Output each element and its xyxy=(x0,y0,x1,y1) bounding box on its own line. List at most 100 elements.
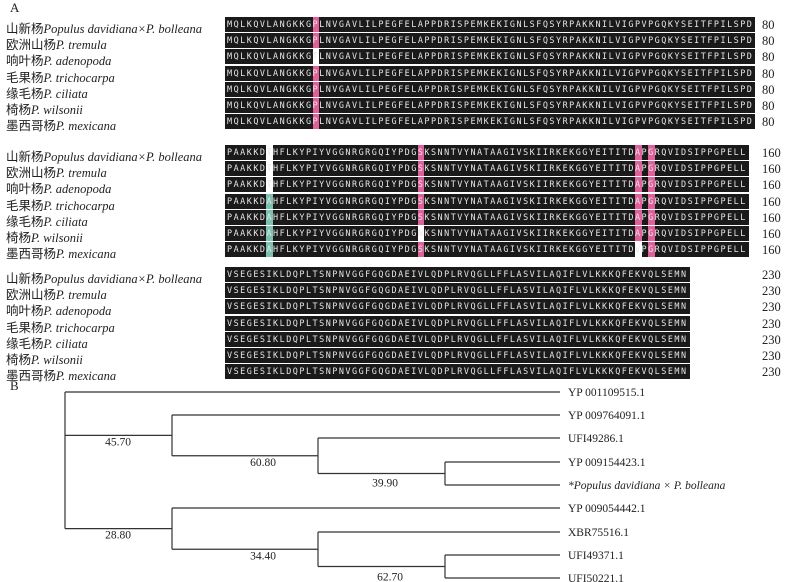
tree-leaf-label: XBR75516.1 xyxy=(568,527,629,539)
residue-highlight xyxy=(634,177,642,193)
sequence-background xyxy=(225,33,756,49)
alignment-row: 山新杨Populus davidiana×P. bolleana MQLKQVLA… xyxy=(0,17,800,36)
tree-leaf-label: YP 009054442.1 xyxy=(568,503,646,515)
sequence-background xyxy=(225,98,756,113)
sequence-background xyxy=(225,177,749,193)
position-number: 160 xyxy=(762,194,781,209)
sequence-background xyxy=(225,193,749,209)
alignment-row: 椅杨P. wilsonii PAAKKDAHFLKYPIYVGGNRGRGQIYP… xyxy=(0,226,800,245)
sequence-text: VSEGESIKLDQPLTSNPNVGGFGQGDAEIVLQDPLRVQGL… xyxy=(227,269,688,279)
residue-highlight xyxy=(417,242,425,258)
residue-highlight xyxy=(648,226,655,241)
sequence-background xyxy=(225,65,756,81)
position-number: 230 xyxy=(762,316,781,331)
residue-highlight xyxy=(634,209,642,225)
position-number: 160 xyxy=(762,210,781,225)
tree-leaf-label: YP 009154423.1 xyxy=(568,457,646,469)
alignment-row: 欧洲山杨P. tremula MQLKQVLANGKKGPLNVGAVLILPEG… xyxy=(0,33,800,52)
tree-leaf-label: UFI49371.1 xyxy=(568,550,624,562)
residue-highlight xyxy=(648,145,655,160)
sequence-text: VSEGESIKLDQPLTSNPNVGGFGQGDAEIVLQDPLRVQGL… xyxy=(227,301,688,312)
residue-highlight xyxy=(312,114,320,130)
position-number: 80 xyxy=(762,34,775,49)
tree-leaf-label: *Populus davidiana × P. bolleana xyxy=(568,480,726,492)
position-number: 160 xyxy=(762,146,781,160)
residue-highlight xyxy=(266,226,274,241)
panel-b-label: B xyxy=(10,378,19,393)
residue-highlight xyxy=(266,177,274,193)
sequence-text: VSEGESIKLDQPLTSNPNVGGFGQGDAEIVLQDPLRVQGL… xyxy=(227,285,688,296)
residue-highlight xyxy=(634,226,642,241)
alignment-row: 欧洲山杨P. tremula VSEGESIKLDQPLTSNPNVGGFGQGD… xyxy=(0,283,800,302)
species-label: 椅杨P. wilsonii xyxy=(6,353,83,367)
position-number: 230 xyxy=(762,268,781,282)
sequence-background xyxy=(225,114,756,130)
species-label: 响叶杨P. adenopoda xyxy=(6,54,112,69)
sequence-background xyxy=(225,299,690,315)
tree-leaf-label: YP 009764091.1 xyxy=(568,410,646,422)
tree-leaf-label: UFI50221.1 xyxy=(568,573,624,582)
position-number: 160 xyxy=(762,162,781,177)
sequence-background xyxy=(225,81,756,97)
sequence-text: MQLKQVLANGKKGPLNVGAVLILPEGFELAPPDRISPEMK… xyxy=(227,35,754,46)
sequence-background xyxy=(225,49,756,65)
species-label: 缘毛杨P. ciliata xyxy=(6,86,88,101)
position-number: 80 xyxy=(762,115,775,130)
position-number: 160 xyxy=(762,227,781,241)
position-number: 80 xyxy=(762,82,775,97)
residue-highlight xyxy=(312,33,320,49)
residue-highlight xyxy=(417,209,425,225)
position-number: 80 xyxy=(762,99,775,113)
alignment-row: 欧洲山杨P. tremula PAAKKDTHFLKYPIYVGGNRGRGQIY… xyxy=(0,161,800,180)
phylogenetic-tree: YP 001109515.1 YP 009764091.1 UFI49286.1 YP… xyxy=(64,387,726,582)
species-label: 山新杨Populus davidiana×P. bolleana xyxy=(6,22,203,36)
position-number: 160 xyxy=(762,178,781,193)
residue-highlight xyxy=(312,17,320,32)
sequence-text: VSEGESIKLDQPLTSNPNVGGFGQGDAEIVLQDPLRVQGL… xyxy=(227,333,688,344)
residue-highlight xyxy=(266,145,274,160)
sequence-text: PAAKKDTHFLKYPIYVGGNRGRGQIYPDGSKSNNTVYNAT… xyxy=(227,163,747,174)
bootstrap-value: 62.70 xyxy=(377,572,403,582)
position-number: 80 xyxy=(762,50,775,65)
residue-highlight xyxy=(648,242,655,258)
species-label: 山新杨Populus davidiana×P. bolleana xyxy=(6,150,203,164)
residue-highlight xyxy=(417,177,425,193)
alignment-row: 椅杨P. wilsonii VSEGESIKLDQPLTSNPNVGGFGQGDA… xyxy=(0,348,800,367)
species-label: 墨西哥杨P. mexicana xyxy=(6,247,117,262)
residue-highlight xyxy=(266,161,274,177)
position-number: 160 xyxy=(762,243,781,258)
species-label: 毛果杨P. trichocarpa xyxy=(6,320,115,335)
sequence-text: PAAKKDAHFLKYPIYVGGNRGRGQIYPDGSKSNNTVYNAT… xyxy=(227,244,747,255)
sequence-background xyxy=(225,348,690,363)
residue-highlight xyxy=(312,98,320,113)
alignment-row: 椅杨P. wilsonii MQLKQVLANGKKGPLNVGAVLILPEGF… xyxy=(0,98,800,117)
species-label: 墨西哥杨P. mexicana xyxy=(6,119,117,134)
residue-highlight xyxy=(648,193,655,209)
sequence-background xyxy=(225,315,690,331)
alignment-row: 毛果杨P. trichocarpa VSEGESIKLDQPLTSNPNVGGFG… xyxy=(0,315,800,335)
sequence-background xyxy=(225,226,749,241)
residue-highlight xyxy=(266,193,274,209)
residue-highlight xyxy=(266,242,274,258)
tree-leaf-label: UFI49286.1 xyxy=(568,433,624,445)
bootstrap-value: 45.70 xyxy=(105,436,131,448)
species-label: 缘毛杨P. ciliata xyxy=(6,214,88,229)
residue-highlight xyxy=(417,193,425,209)
position-number: 80 xyxy=(762,18,775,32)
position-number: 80 xyxy=(762,66,775,81)
species-label: 欧洲山杨P. tremula xyxy=(6,288,107,303)
alignment-row: 墨西哥杨P. mexicana MQLKQVLANGKKGPLNVGAVLILPE… xyxy=(0,114,800,133)
position-number: 230 xyxy=(762,349,781,363)
sequence-background xyxy=(225,331,690,347)
sequence-text: MQLKQVLANGKKGPLNVGAVLILPEGFELAPPDRISPEMK… xyxy=(227,19,754,29)
residue-highlight xyxy=(648,209,655,225)
sequence-text: PAAKKDAHFLKYPIYVGGNRGRGQIYPDGNKSNNTVYNAT… xyxy=(227,228,747,238)
sequence-text: MQLKQVLANGKKGPLNVGAVLILPEGFELAPPDRISPEMK… xyxy=(227,83,754,94)
sequence-background xyxy=(225,267,690,282)
alignment-row: 缘毛杨P. ciliata VSEGESIKLDQPLTSNPNVGGFGQGDA… xyxy=(0,331,800,351)
sequence-background xyxy=(225,364,690,380)
species-label: 响叶杨P. adenopoda xyxy=(6,304,112,319)
bootstrap-value: 60.80 xyxy=(250,457,276,469)
residue-highlight xyxy=(417,161,425,177)
panel-a-label: A xyxy=(10,0,20,15)
